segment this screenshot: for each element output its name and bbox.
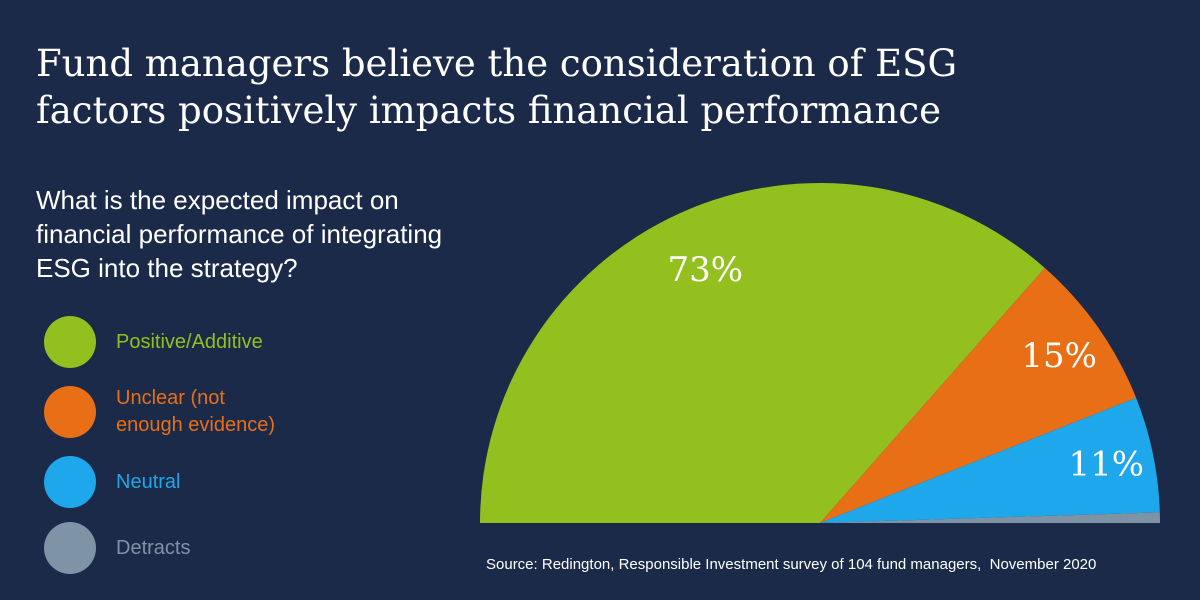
chart-slices (480, 182, 1160, 523)
chart-title: Fund managers believe the consideration … (36, 40, 1156, 134)
survey-question-line-3: ESG into the strategy? (36, 253, 298, 283)
slice-positive (480, 182, 1045, 523)
source-note: Source: Redington, Responsible Investmen… (486, 556, 1097, 573)
slice-label-positive: 73% (668, 250, 744, 290)
legend-label-neutral-line-1: Neutral (116, 470, 181, 493)
legend-swatch-positive (44, 316, 96, 368)
legend-item-positive: Positive/Additive (44, 316, 263, 368)
slice-neutral (820, 397, 1160, 523)
legend-swatch-unclear (44, 386, 96, 438)
legend-label-detracts-line-1: Detracts (116, 536, 191, 559)
slice-unclear (820, 267, 1137, 523)
slice-label-neutral: 11% (1069, 445, 1145, 485)
survey-question: What is the expected impact on financial… (36, 183, 506, 285)
legend-label-detracts: Detracts (116, 535, 190, 562)
legend-label-neutral: Neutral (116, 469, 180, 496)
chart-title-line-1: Fund managers believe the consideration … (36, 42, 958, 85)
legend-label-unclear-line-2: enough evidence) (116, 414, 276, 436)
legend-label-positive-line-1: Positive/Additive (116, 330, 263, 353)
slice-label-unclear: 15% (1021, 336, 1097, 376)
chart-title-line-2: factors positively impacts financial per… (36, 89, 941, 132)
chart-slice-labels: 73% 15% 11% (668, 250, 1145, 485)
legend-item-neutral: Neutral (44, 456, 180, 508)
slice-detracts (820, 512, 1160, 523)
legend-swatch-neutral (44, 456, 96, 508)
legend-label-unclear: Unclear (not enough evidence) (116, 385, 275, 439)
legend-item-unclear: Unclear (not enough evidence) (44, 385, 275, 439)
survey-question-line-2: financial performance of integrating (36, 219, 443, 249)
legend-item-detracts: Detracts (44, 522, 190, 574)
legend-label-positive: Positive/Additive (116, 329, 263, 356)
survey-question-line-1: What is the expected impact on (36, 185, 399, 215)
legend-swatch-detracts (44, 522, 96, 574)
legend-label-unclear-line-1: Unclear (not (116, 387, 225, 409)
